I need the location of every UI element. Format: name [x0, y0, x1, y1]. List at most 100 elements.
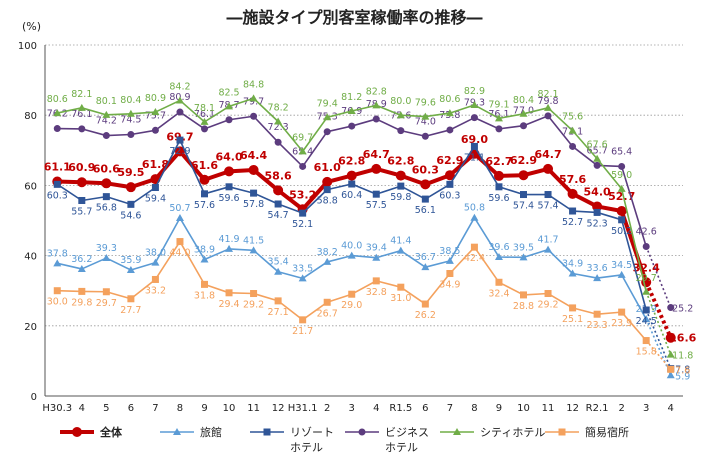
data-point [273, 185, 284, 196]
legend-label: ホテル [290, 441, 323, 454]
x-tick-label: 2 [324, 403, 330, 414]
data-point [250, 290, 258, 298]
data-label: 7.8 [675, 365, 690, 376]
legend-label: ホテル [385, 441, 418, 454]
data-point [617, 184, 626, 192]
data-label: 59.6 [218, 193, 239, 204]
data-point [569, 142, 577, 150]
data-label: 41.7 [537, 235, 558, 246]
data-point [225, 244, 234, 252]
data-point [421, 132, 429, 140]
data-point [151, 275, 159, 283]
data-point [102, 193, 110, 201]
data-label: 61.6 [191, 159, 218, 172]
data-point [372, 253, 381, 261]
data-point [249, 94, 258, 102]
data-label: 29.4 [218, 299, 239, 310]
data-point [470, 101, 479, 109]
data-point [666, 371, 675, 379]
data-label: 39.3 [96, 243, 117, 254]
data-point [323, 113, 332, 121]
legend-label: 簡易宿所 [585, 425, 629, 439]
data-point [470, 213, 479, 221]
data-point [593, 154, 602, 162]
data-point [274, 117, 283, 125]
data-label: 28.8 [513, 301, 534, 312]
data-label: 39.5 [513, 242, 534, 253]
x-tick-label: 10 [223, 403, 236, 414]
data-label: 64.0 [215, 150, 242, 163]
data-label: 29.7 [636, 273, 657, 284]
data-label: 37.8 [47, 248, 68, 259]
data-label: 55.7 [71, 206, 92, 217]
data-point [593, 208, 601, 216]
x-tick-label: 7 [152, 403, 158, 414]
data-label: 35.9 [120, 255, 141, 266]
chart-title: ―施設タイプ別客室稼働率の推移― [226, 8, 483, 27]
data-point [618, 308, 626, 316]
data-point [76, 177, 87, 188]
data-point [446, 126, 454, 134]
data-label: 39.6 [488, 242, 509, 253]
data-label: 25.2 [672, 304, 693, 315]
data-label: 64.7 [363, 148, 390, 161]
data-label: 61.8 [142, 158, 169, 171]
data-label: 75.6 [562, 112, 583, 123]
data-label: 64.4 [240, 149, 267, 162]
data-label: 34.9 [562, 259, 583, 270]
data-label: 62.7 [485, 155, 512, 168]
data-label: 39.4 [366, 243, 387, 254]
legend-label: シティホテル [480, 426, 545, 439]
data-label: 60.3 [47, 190, 68, 201]
data-point [372, 190, 380, 198]
data-label: 57.6 [194, 200, 215, 211]
x-tick-label: 9 [201, 403, 207, 414]
data-label: 62.8 [387, 155, 414, 168]
data-point [151, 108, 160, 116]
data-label: 27.1 [268, 307, 289, 318]
data-point [593, 274, 602, 282]
data-label: 79.1 [488, 99, 509, 110]
data-point [201, 280, 208, 288]
data-point [444, 170, 455, 181]
data-label: 74.5 [120, 115, 141, 126]
data-label: 80.4 [513, 95, 534, 106]
data-label: 38.9 [194, 244, 215, 255]
data-point [371, 163, 382, 174]
data-label: 75.7 [145, 110, 166, 121]
data-point [616, 206, 627, 217]
data-point [200, 117, 209, 125]
data-label: 79.4 [317, 98, 338, 109]
data-point [101, 178, 112, 189]
data-point [593, 310, 601, 318]
data-point [494, 114, 503, 122]
data-point [567, 188, 578, 199]
data-point [249, 246, 258, 254]
data-point [420, 179, 431, 190]
data-point [201, 125, 208, 133]
x-tick-label: 12 [272, 403, 285, 414]
series-line-dotted [644, 281, 673, 339]
data-label: 41.4 [390, 236, 411, 247]
data-point [520, 191, 527, 199]
data-point [53, 180, 61, 188]
data-point [470, 142, 478, 150]
y-axis-unit: (%) [22, 20, 42, 33]
data-label: 79.8 [537, 96, 558, 107]
x-tick-label: R2.1 [586, 403, 609, 414]
data-point [494, 253, 503, 261]
x-tick-label: H30.3 [42, 403, 72, 414]
data-label: 52.7 [608, 190, 635, 203]
data-point [78, 125, 86, 133]
data-point [102, 254, 111, 262]
data-label: 44.0 [169, 248, 190, 259]
data-label: 34.9 [439, 280, 460, 291]
data-point [127, 131, 135, 139]
data-label: 65.4 [611, 146, 632, 157]
data-label: 79.6 [415, 98, 436, 109]
data-point [421, 195, 429, 203]
data-label: 60.3 [412, 163, 439, 176]
data-label: 50.8 [464, 203, 485, 214]
data-label: 11.8 [672, 351, 693, 362]
data-label: 29.8 [71, 297, 92, 308]
